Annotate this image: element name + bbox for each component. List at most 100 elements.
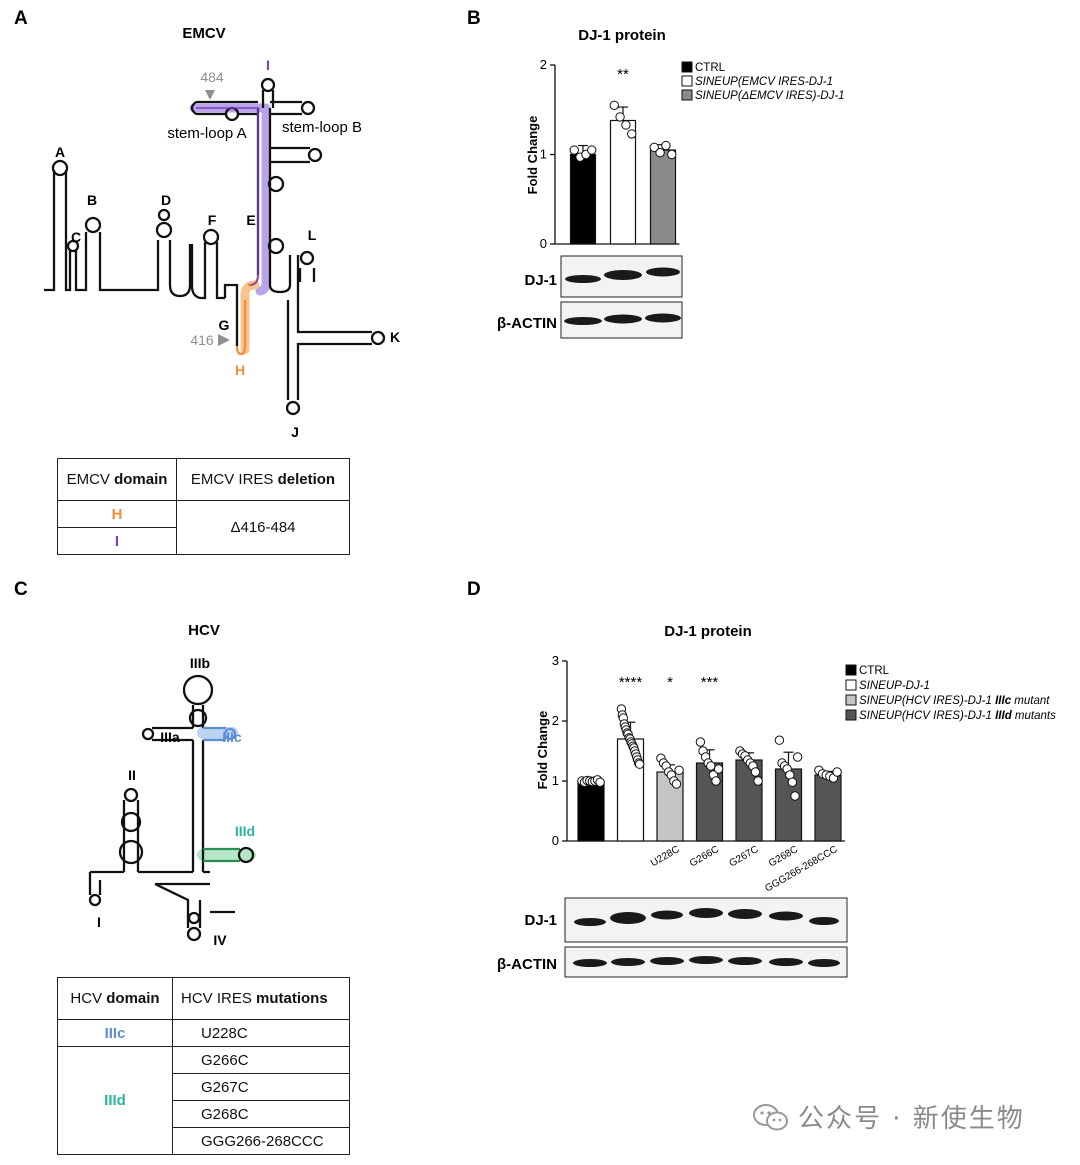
chart-b-title: DJ-1 protein — [578, 27, 666, 44]
chart-d-ylabel: Fold Change — [535, 711, 550, 790]
watermark-text: 公众号 · 新使生物 — [798, 1104, 1025, 1134]
hcv-label-iv: IV — [213, 932, 227, 948]
chart-d-title: DJ-1 protein — [664, 623, 752, 640]
bar — [609, 119, 637, 245]
emcv-label-e: E — [246, 212, 255, 228]
blot-band — [728, 909, 762, 919]
data-point — [621, 120, 631, 130]
y-tick-label: 1 — [540, 147, 547, 162]
blot-band — [769, 958, 803, 966]
emcv-label-f: F — [208, 212, 217, 228]
data-point — [634, 759, 645, 769]
significance-label: **** — [619, 674, 643, 691]
bar — [649, 149, 677, 245]
hcv-table-header-domain-bold: domain — [106, 990, 160, 1007]
chart-d-legend: CTRL SINEUP-DJ-1 SINEUP(HCV IRES)-DJ-1 III… — [845, 664, 1056, 722]
emcv-label-h: H — [235, 362, 245, 378]
hcv-label-ii: II — [128, 767, 136, 783]
blot-band — [809, 917, 839, 925]
data-point — [713, 764, 724, 774]
mark-484: 484 — [200, 69, 224, 85]
data-point — [661, 140, 671, 151]
y-tick-label: 1 — [552, 773, 559, 788]
emcv-table-domain-h: H — [57, 500, 177, 528]
data-point — [674, 765, 684, 775]
blot-d-dj1-frame — [564, 897, 848, 943]
emcv-table-deletion: Δ416-484 — [176, 500, 350, 555]
arrow-416-icon — [218, 334, 230, 346]
legend-label: CTRL — [695, 62, 726, 74]
x-tick-label: G266C — [688, 844, 721, 869]
data-point — [711, 776, 721, 786]
legend-swatch — [681, 61, 693, 73]
hcv-structure — [88, 674, 256, 942]
emcv-table-header-domain-prefix: EMCV — [66, 471, 115, 488]
emcv-table-domain-i: I — [57, 527, 177, 555]
data-point — [790, 791, 800, 801]
stem-loop-b-label: stem-loop B — [282, 119, 362, 136]
data-point — [655, 148, 665, 158]
legend-swatch — [845, 694, 857, 706]
blot-d-label-actin: β-ACTIN — [497, 956, 557, 973]
blot-band — [565, 275, 601, 283]
data-point — [792, 752, 803, 762]
hcv-label-iiia: IIIa — [160, 729, 180, 745]
wechat-icon — [753, 1104, 788, 1131]
hcv-table-header-mutations: HCV IRES mutations — [172, 977, 350, 1020]
panel-letter-c: C — [14, 579, 28, 600]
hcv-table-mutation: G267C — [172, 1073, 350, 1101]
legend-swatch — [681, 89, 693, 101]
blot-band — [604, 270, 642, 280]
hcv-title: HCV — [188, 622, 220, 639]
legend-label: SINEUP(ΔEMCV IRES)-DJ-1 — [695, 90, 845, 102]
hcv-table-mutation: G266C — [172, 1046, 350, 1074]
emcv-label-l: L — [308, 227, 317, 243]
chart-b-plot: 0 1 2 ** — [540, 57, 680, 251]
legend-label: SINEUP(EMCV IRES-DJ-1 — [695, 76, 833, 88]
y-tick-label: 3 — [552, 653, 559, 668]
data-point — [627, 129, 637, 139]
data-point — [649, 142, 659, 153]
mark-416: 416 — [190, 332, 214, 348]
emcv-table-header-deletion: EMCV IRES deletion — [176, 458, 350, 501]
hcv-mutation-table: HCV domain HCV IRES mutations IIIc U228C… — [57, 977, 350, 1155]
hcv-label-iiid: IIId — [235, 823, 255, 839]
blot-d-label-dj1: DJ-1 — [524, 912, 557, 929]
domain-h-highlight — [240, 280, 260, 355]
emcv-label-k: K — [390, 329, 400, 345]
significance-label: *** — [701, 674, 719, 691]
stem-loop-a-label: stem-loop A — [167, 125, 246, 142]
emcv-label-i: I — [266, 57, 270, 73]
blot-band — [604, 314, 642, 324]
blot-band — [728, 957, 762, 965]
hcv-table-header-mutations-bold: mutations — [256, 990, 328, 1007]
data-point — [753, 776, 763, 786]
legend-swatch — [845, 679, 857, 691]
significance-label: ** — [617, 66, 629, 83]
emcv-title: EMCV — [182, 25, 225, 42]
x-tick-label: G267C — [728, 844, 761, 869]
hcv-table-domain-iiid: IIId — [57, 1046, 173, 1155]
chart-b-legend: CTRL SINEUP(EMCV IRES-DJ-1 SINEUP(ΔEMCV IR… — [681, 61, 845, 102]
legend-swatch — [681, 75, 693, 87]
emcv-label-d: D — [161, 192, 171, 208]
hcv-table-domain-iiic: IIIc — [57, 1019, 173, 1047]
hcv-table-mutation: G268C — [172, 1100, 350, 1128]
x-tick-label: U228C — [649, 844, 681, 869]
blot-band — [769, 911, 803, 921]
y-tick-label: 2 — [540, 57, 547, 72]
y-tick-label: 0 — [540, 236, 547, 251]
emcv-label-c: C — [71, 229, 81, 245]
blot-band — [574, 918, 606, 926]
blot-band — [610, 912, 646, 924]
data-point — [750, 767, 761, 777]
bar — [569, 153, 597, 245]
data-point — [774, 735, 785, 745]
blot-band — [611, 958, 645, 966]
blot-band — [650, 957, 684, 965]
hcv-table-header-domain: HCV domain — [57, 977, 173, 1020]
hcv-table-header-mutations-prefix: HCV IRES — [181, 990, 257, 1007]
panel-letter-a: A — [14, 8, 28, 29]
